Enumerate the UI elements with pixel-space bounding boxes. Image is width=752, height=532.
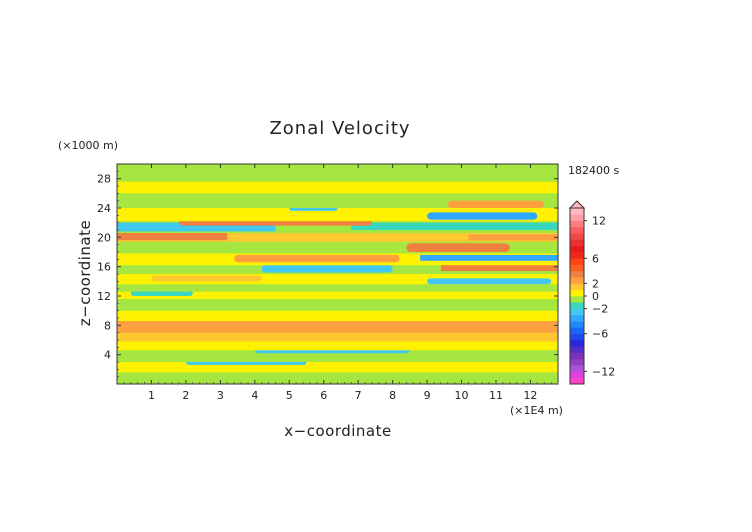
contour-band-14 [151, 275, 262, 282]
contour-band-17 [261, 265, 393, 273]
colorbar-extend-arrow [568, 200, 586, 209]
colorbar-level-2 [570, 365, 584, 372]
contour-band-7 [117, 320, 558, 333]
colorbar-level-26 [570, 214, 584, 221]
colorbar-tick-label: −6 [592, 328, 608, 341]
contour-band-15 [427, 278, 552, 285]
x-tick-label: 6 [320, 389, 327, 402]
contour-band-9 [117, 298, 558, 311]
colorbar-level-9 [570, 321, 584, 328]
x-axis-label: x−coordinate [284, 422, 391, 440]
contour-band-27 [117, 221, 558, 233]
contour-band-29 [351, 222, 558, 230]
x-tick-label: 7 [355, 389, 362, 402]
contour-band-24 [117, 232, 558, 242]
contour-band-20 [234, 254, 400, 263]
colorbar-tick-label: −12 [592, 365, 615, 378]
x-tick-label: 12 [523, 389, 537, 402]
x-tick-label: 4 [251, 389, 258, 402]
contour-band-23 [406, 243, 510, 252]
colorbar-level-5 [570, 346, 584, 353]
colorbar-level-3 [570, 358, 584, 366]
contour-band-13 [117, 274, 558, 285]
y-unit-label: (×1000 m) [58, 139, 118, 152]
contour-band-22 [117, 241, 558, 254]
contour-band-10 [117, 291, 558, 299]
y-tick-label: 20 [97, 231, 111, 244]
time-label: 182400 s [568, 164, 619, 177]
contour-band-5 [117, 341, 558, 351]
contour-band-37 [117, 164, 558, 182]
contour-band-6 [117, 332, 558, 342]
colorbar-level-13 [570, 296, 584, 303]
colorbar-level-0 [570, 377, 584, 385]
contour-field [117, 164, 558, 384]
contour-band-26 [468, 234, 558, 241]
colorbar-level-6 [570, 340, 584, 347]
colorbar: 12 6 20−2 −6 −12 [568, 200, 615, 385]
y-tick-label: 12 [97, 290, 111, 303]
contour-band-35 [447, 200, 545, 208]
colorbar-level-23 [570, 233, 584, 240]
colorbar-level-15 [570, 283, 584, 291]
colorbar-tick-label: 0 [592, 290, 599, 303]
x-tick-label: 3 [217, 389, 224, 402]
colorbar-level-14 [570, 289, 584, 297]
colorbar-level-17 [570, 270, 584, 278]
contour-band-25 [117, 232, 228, 241]
colorbar-tick-label: 12 [592, 215, 606, 228]
x-tick-label: 11 [489, 389, 503, 402]
colorbar-level-7 [570, 333, 584, 341]
x-unit-label: (×1E4 m) [510, 404, 563, 417]
y-tick-label: 16 [97, 261, 111, 274]
contour-band-21 [420, 254, 558, 261]
colorbar-tick-label: 6 [592, 252, 599, 265]
x-tick-label: 2 [182, 389, 189, 402]
y-tick-label: 4 [104, 349, 111, 362]
colorbar-level-8 [570, 327, 584, 335]
y-tick-label: 8 [104, 319, 111, 332]
x-tick-label: 10 [455, 389, 469, 402]
colorbar-ticks: 12 6 20−2 −6 −12 [584, 215, 615, 378]
contour-band-28 [117, 222, 276, 232]
colorbar-level-1 [570, 371, 584, 379]
colorbar-level-27 [570, 208, 584, 215]
colorbar-level-10 [570, 314, 584, 322]
colorbar-level-20 [570, 252, 584, 259]
contour-band-1 [117, 362, 558, 373]
contour-band-32 [427, 212, 538, 220]
colorbar-tick-label: −2 [592, 303, 608, 316]
colorbar-level-11 [570, 308, 584, 316]
colorbar-level-16 [570, 277, 584, 284]
colorbar-levels [570, 208, 584, 385]
contour-band-3 [117, 350, 558, 362]
y-tick-label: 24 [97, 202, 111, 215]
colorbar-level-22 [570, 239, 584, 247]
contour-band-36 [117, 181, 558, 194]
contour-band-0 [117, 372, 558, 384]
colorbar-level-4 [570, 352, 584, 360]
x-tick-label: 9 [424, 389, 431, 402]
x-axis: 1 2 3 4 5 6 7 8 9 10 11 12 [123, 164, 559, 402]
y-axis: 4 8 12 16 20 24 28 [97, 170, 558, 378]
x-tick-label: 8 [389, 389, 396, 402]
x-tick-label: 1 [148, 389, 155, 402]
x-tick-label: 5 [286, 389, 293, 402]
colorbar-level-18 [570, 264, 584, 272]
contour-band-18 [440, 263, 558, 272]
colorbar-level-12 [570, 302, 584, 309]
colorbar-tick-label: 2 [592, 277, 599, 290]
chart-title: Zonal Velocity [269, 118, 410, 139]
y-axis-label: z−coordinate [76, 220, 94, 326]
contour-band-12 [117, 284, 558, 292]
contour-band-8 [117, 310, 558, 321]
colorbar-level-19 [570, 258, 584, 265]
colorbar-level-24 [570, 226, 584, 234]
colorbar-level-25 [570, 220, 584, 228]
colorbar-level-21 [570, 245, 584, 253]
y-tick-label: 28 [97, 173, 111, 186]
